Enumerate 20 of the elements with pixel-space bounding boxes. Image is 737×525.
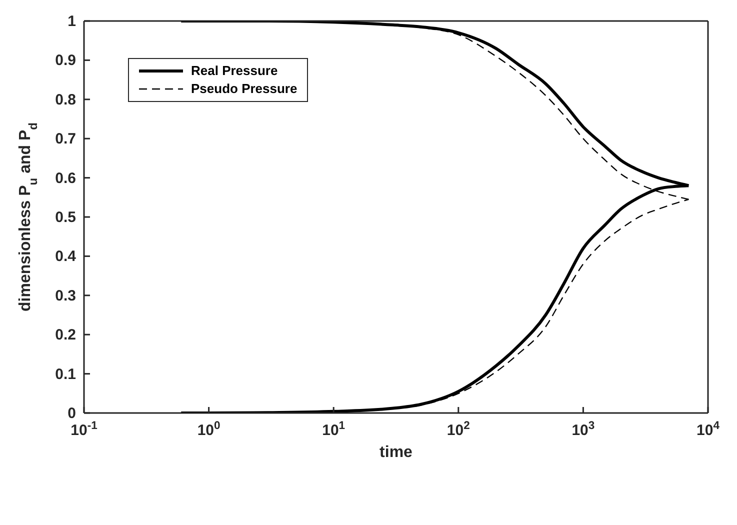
x-tick-label: 10$^{1}$ <box>322 420 346 439</box>
y-tick-label: 0.5 <box>55 209 76 226</box>
y-tick-label: 0.6 <box>55 170 76 187</box>
x-tick-label: 10$^{-1}$ <box>70 420 98 439</box>
x-tick-label: 10$^{4}$ <box>696 420 720 439</box>
y-tick-label: 0.2 <box>55 326 76 344</box>
x-axis-title: time <box>380 444 413 461</box>
y-tick-label: 0.8 <box>55 91 76 108</box>
y-tick-label: 0 <box>68 405 76 422</box>
x-tick-label: 10$^{2}$ <box>446 420 470 439</box>
y-tick-label: 0.4 <box>55 248 77 266</box>
legend-label: Pseudo Pressure <box>191 80 298 98</box>
legend-label: Real Pressure <box>191 62 278 80</box>
y-tick-label: 0.3 <box>55 287 76 304</box>
y-tick-label: 0.9 <box>55 52 76 70</box>
x-tick-label: 10$^{3}$ <box>572 420 595 439</box>
y-tick-label: 0.1 <box>55 366 76 383</box>
x-tick-label: 10$^{0}$ <box>197 420 220 439</box>
y-tick-label: 0.7 <box>55 130 76 148</box>
y-tick-label: 1 <box>68 13 76 30</box>
